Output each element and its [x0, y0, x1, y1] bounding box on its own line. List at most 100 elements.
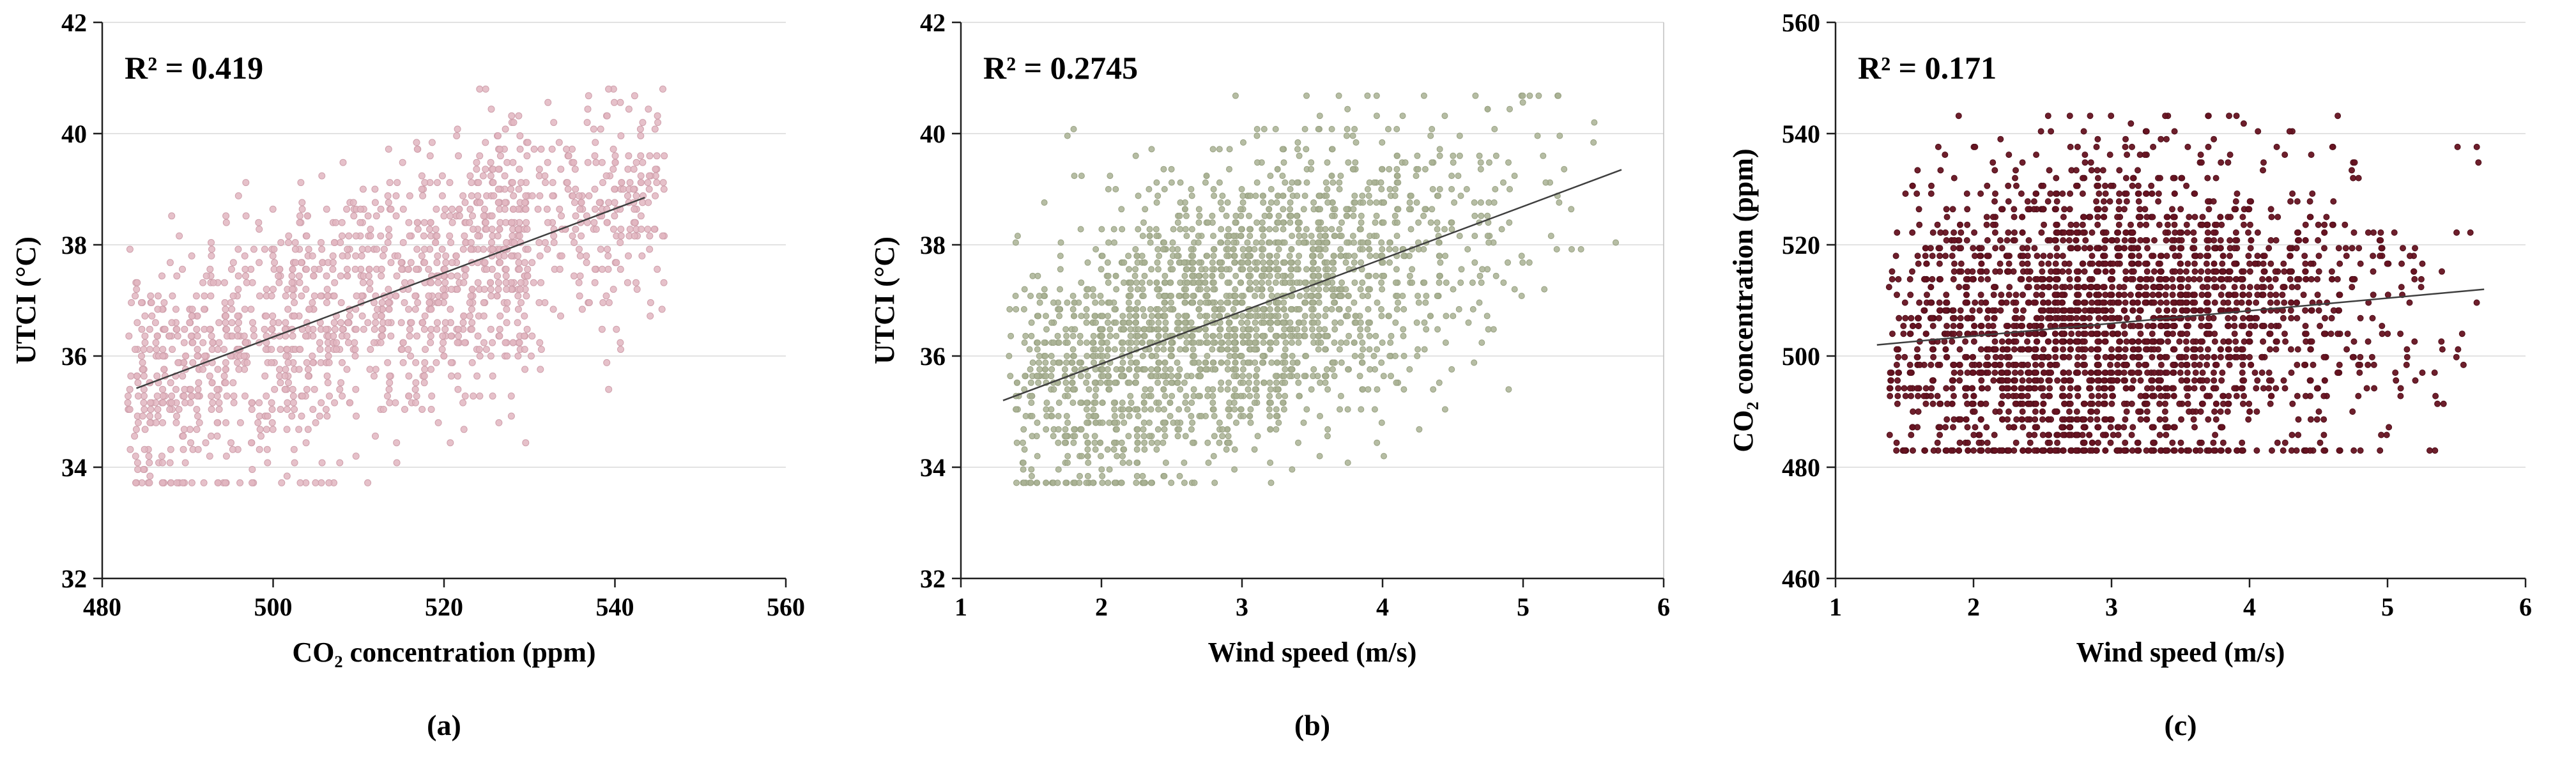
data-point	[1240, 139, 1246, 146]
data-point	[1379, 339, 1386, 346]
data-point	[482, 139, 489, 146]
data-point	[141, 339, 149, 346]
data-point	[1273, 413, 1280, 419]
data-point	[1211, 413, 1218, 419]
data-point	[503, 239, 510, 246]
data-point	[1273, 339, 1280, 346]
data-point	[2102, 268, 2109, 275]
data-point	[1910, 408, 1917, 415]
data-point	[1324, 266, 1331, 273]
data-point	[1906, 275, 1913, 283]
data-point	[249, 319, 256, 327]
data-point	[210, 279, 217, 286]
data-point	[1160, 439, 1167, 446]
data-point	[1273, 252, 1280, 260]
data-point	[1399, 293, 1406, 299]
data-point	[1373, 233, 1380, 240]
data-point	[1393, 166, 1400, 173]
data-point	[509, 159, 517, 166]
data-point	[2253, 408, 2260, 415]
data-point	[1252, 293, 1259, 299]
data-point	[1282, 346, 1289, 353]
data-point	[385, 145, 392, 153]
data-point	[1167, 279, 1174, 286]
data-point	[476, 152, 484, 160]
data-point	[1275, 299, 1282, 306]
data-point	[364, 319, 372, 327]
data-point	[228, 306, 236, 313]
data-point	[1063, 413, 1070, 419]
panel-letter: (a)	[427, 709, 461, 741]
data-point	[213, 419, 221, 426]
data-point	[1209, 212, 1216, 219]
data-point	[1188, 246, 1195, 252]
data-point	[1162, 279, 1169, 286]
data-point	[1230, 399, 1238, 407]
data-point	[441, 279, 449, 286]
data-point	[2365, 338, 2372, 345]
data-point	[537, 279, 545, 286]
data-point	[617, 232, 625, 240]
data-point	[1281, 326, 1288, 333]
data-point	[1176, 366, 1183, 373]
data-point	[1246, 279, 1254, 286]
data-point	[1378, 166, 1385, 173]
data-point	[1374, 346, 1381, 353]
data-point	[263, 392, 270, 400]
data-point	[2183, 346, 2190, 353]
data-point	[418, 406, 426, 413]
data-point	[537, 366, 544, 373]
data-point	[1077, 373, 1084, 380]
data-point	[330, 292, 338, 300]
data-point	[480, 312, 487, 320]
data-point	[1168, 179, 1175, 186]
data-point	[1230, 233, 1238, 240]
data-point	[1887, 392, 1894, 399]
data-point	[1119, 460, 1126, 466]
data-point	[1141, 272, 1148, 279]
data-point	[2212, 174, 2220, 182]
data-point	[305, 245, 312, 253]
data-point	[2280, 447, 2287, 454]
data-point	[420, 372, 428, 380]
data-point	[1413, 319, 1420, 326]
data-point	[1057, 266, 1064, 273]
data-point	[261, 372, 269, 380]
data-point	[2089, 252, 2096, 260]
data-point	[1338, 219, 1345, 226]
data-point	[1344, 406, 1351, 413]
data-point	[631, 205, 638, 213]
data-point	[2210, 439, 2217, 446]
data-point	[193, 325, 201, 333]
data-point	[257, 432, 264, 440]
data-point	[1268, 186, 1275, 192]
data-point	[1381, 199, 1388, 206]
data-point	[1301, 313, 1308, 320]
data-point	[1349, 166, 1356, 173]
data-point	[2177, 369, 2184, 376]
data-point	[336, 459, 344, 467]
data-point	[1252, 359, 1259, 366]
data-point	[1272, 373, 1279, 380]
data-point	[1155, 406, 1162, 413]
data-point	[407, 259, 415, 267]
data-point	[1950, 307, 1957, 314]
data-point	[442, 252, 450, 260]
data-point	[2403, 361, 2410, 368]
data-point	[646, 152, 654, 160]
data-point	[371, 325, 378, 333]
data-point	[433, 205, 440, 213]
data-point	[2080, 213, 2087, 221]
data-point	[1978, 377, 1985, 384]
data-point	[1028, 332, 1035, 339]
data-point	[418, 185, 425, 193]
data-point	[2350, 447, 2358, 454]
data-point	[1288, 306, 1294, 313]
data-point	[1942, 252, 1949, 260]
data-point	[1071, 353, 1077, 359]
data-point	[1500, 179, 1506, 186]
data-point	[1254, 286, 1261, 293]
y-tick-label: 32	[61, 564, 87, 593]
data-point	[1020, 460, 1027, 466]
data-point	[1181, 319, 1188, 326]
